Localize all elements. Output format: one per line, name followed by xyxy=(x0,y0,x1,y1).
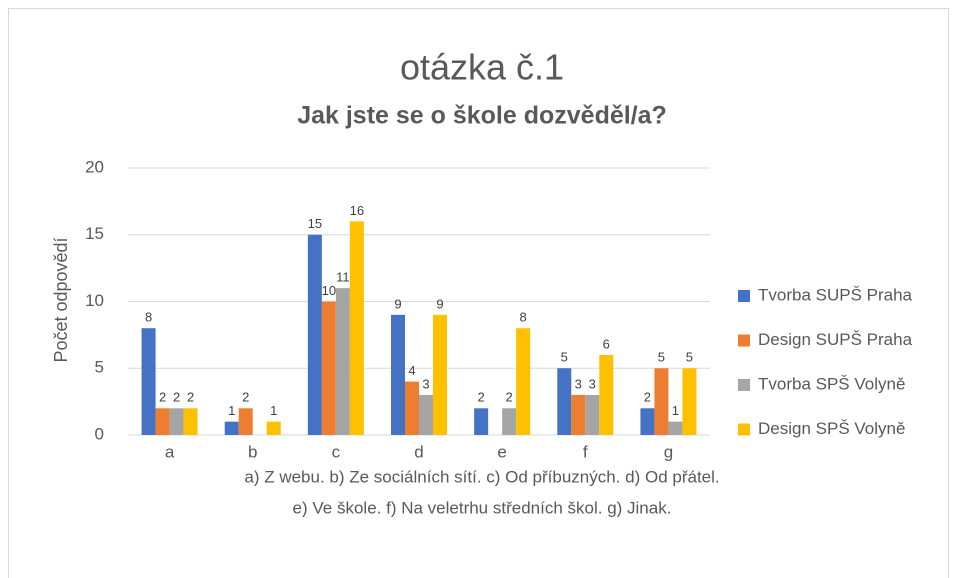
chart-title: otázka č.1 xyxy=(400,47,564,88)
chart-subtitle: Jak jste se o škole dozvěděl/a? xyxy=(297,102,667,130)
data-label: 2 xyxy=(506,390,513,405)
bar xyxy=(391,314,405,435)
data-label: 5 xyxy=(561,350,568,365)
data-label: 2 xyxy=(187,390,194,405)
bar xyxy=(307,234,322,435)
bar xyxy=(668,421,683,435)
bar xyxy=(349,221,364,435)
x-tick-label: d xyxy=(414,442,423,461)
bar xyxy=(224,421,239,435)
data-label: 2 xyxy=(159,390,166,405)
data-label: 8 xyxy=(145,310,152,325)
chart-border xyxy=(8,8,949,578)
data-label: 16 xyxy=(350,203,364,218)
data-label: 3 xyxy=(422,376,429,391)
data-label: 1 xyxy=(228,403,235,418)
bar xyxy=(682,368,697,435)
legend-label: Tvorba SUPŠ Praha xyxy=(758,285,913,304)
data-label: 2 xyxy=(644,390,651,405)
bar xyxy=(599,354,614,435)
data-label: 11 xyxy=(336,270,350,285)
bar xyxy=(335,288,350,435)
data-label: 9 xyxy=(436,296,443,311)
bar xyxy=(571,394,586,435)
y-tick-label: 0 xyxy=(95,424,104,443)
bar xyxy=(405,381,419,435)
data-label: 5 xyxy=(658,350,665,365)
bar xyxy=(169,408,184,435)
bar xyxy=(585,394,600,435)
y-tick-label: 10 xyxy=(85,291,104,310)
bar xyxy=(155,408,170,435)
x-tick-label: b xyxy=(248,442,257,461)
x-axis-label: a) Z webu. b) Ze sociálních sítí. c) Od … xyxy=(244,467,719,486)
x-tick-label: g xyxy=(664,442,673,461)
y-tick-label: 5 xyxy=(95,358,104,377)
bar xyxy=(433,314,447,435)
y-tick-label: 15 xyxy=(85,224,104,243)
bar xyxy=(474,408,489,435)
bar xyxy=(516,328,531,435)
bar xyxy=(419,394,433,435)
bar xyxy=(640,408,655,435)
legend-swatch xyxy=(738,290,750,302)
data-label: 15 xyxy=(308,216,322,231)
data-label: 1 xyxy=(672,403,679,418)
data-label: 9 xyxy=(394,296,401,311)
legend-label: Tvorba SPŠ Volyně xyxy=(758,374,905,393)
x-tick-label: a xyxy=(165,442,175,461)
bar xyxy=(502,408,517,435)
x-axis-label: e) Ve škole. f) Na veletrhu středních šk… xyxy=(293,498,672,517)
data-label: 3 xyxy=(589,376,596,391)
legend-swatch xyxy=(738,379,750,391)
bar xyxy=(557,368,572,435)
x-tick-label: c xyxy=(332,442,341,461)
bar xyxy=(266,421,281,435)
data-label: 5 xyxy=(686,350,693,365)
data-label: 10 xyxy=(322,283,336,298)
legend-label: Design SPŠ Volyně xyxy=(758,419,905,438)
bar xyxy=(321,301,336,435)
data-label: 2 xyxy=(478,390,485,405)
x-tick-label: e xyxy=(497,442,506,461)
legend-swatch xyxy=(738,334,750,347)
legend-swatch xyxy=(738,423,750,436)
y-axis-label: Počet odpovědí xyxy=(51,237,71,362)
data-label: 1 xyxy=(270,403,277,418)
data-label: 6 xyxy=(603,336,610,351)
bar xyxy=(238,408,253,435)
x-tick-label: f xyxy=(583,442,588,461)
data-label: 2 xyxy=(173,390,180,405)
data-label: 4 xyxy=(408,363,415,378)
bar xyxy=(141,328,156,435)
data-label: 8 xyxy=(520,310,527,325)
data-label: 3 xyxy=(575,376,582,391)
bar xyxy=(654,368,669,435)
y-tick-label: 20 xyxy=(85,157,104,176)
bar xyxy=(183,408,198,435)
legend-label: Design SUPŠ Praha xyxy=(758,330,913,349)
data-label: 2 xyxy=(242,390,249,405)
